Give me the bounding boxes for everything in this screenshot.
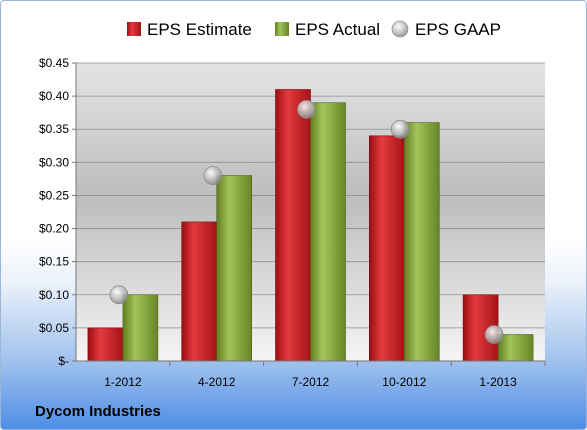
gaap-markers <box>109 100 504 344</box>
x-axis: 1-2012 4-2012 7-2012 10-2012 1-2013 <box>76 360 546 389</box>
y-tick-label: $0.40 <box>39 89 69 103</box>
y-tick-label: $0.35 <box>39 122 69 136</box>
legend-label-eps-estimate: EPS Estimate <box>147 20 252 39</box>
bars <box>87 89 534 362</box>
marker-eps-gaap <box>109 285 129 305</box>
y-tick-label: $0.45 <box>39 56 69 70</box>
marker-eps-gaap <box>203 166 223 185</box>
bar-eps-actual <box>403 122 440 362</box>
y-tick-label: $- <box>58 354 69 368</box>
legend-label-eps-actual: EPS Actual <box>295 20 380 39</box>
y-tick-label: $0.15 <box>39 255 69 269</box>
legend: EPS Estimate EPS Actual EPS GAAP <box>127 20 501 39</box>
bar-eps-estimate <box>275 89 311 362</box>
y-tick-label: $0.05 <box>39 321 69 335</box>
y-tick-label: $0.25 <box>39 188 69 202</box>
x-tick-label: 10-2012 <box>382 375 426 389</box>
bar-eps-actual <box>497 334 534 362</box>
legend-marker-eps-gaap <box>391 20 409 38</box>
legend-swatch-eps-actual <box>275 22 289 36</box>
y-tick-label: $0.20 <box>39 222 69 236</box>
x-tick-label: 7-2012 <box>292 375 330 389</box>
bar-eps-estimate <box>87 327 124 362</box>
marker-eps-gaap <box>484 325 504 344</box>
bar-eps-estimate <box>368 135 405 362</box>
bar-eps-actual <box>122 294 159 362</box>
y-axis: $- $0.05 $0.10 $0.15 $0.20 $0.25 $0.30 $0.35 $0.… <box>39 56 77 368</box>
marker-eps-gaap <box>297 100 316 119</box>
bar-eps-actual <box>310 102 346 362</box>
company-name: Dycom Industries <box>35 403 161 420</box>
legend-label-eps-gaap: EPS GAAP <box>415 20 501 39</box>
marker-eps-gaap <box>390 119 410 139</box>
bar-eps-actual <box>216 175 252 362</box>
x-tick-label: 4-2012 <box>198 375 236 389</box>
y-tick-label: $0.30 <box>39 155 69 169</box>
y-tick-label: $0.10 <box>39 288 69 302</box>
bar-eps-estimate <box>181 221 217 362</box>
x-tick-label: 1-2013 <box>479 375 517 389</box>
legend-swatch-eps-estimate <box>127 22 141 36</box>
x-tick-label: 1-2012 <box>104 375 142 389</box>
